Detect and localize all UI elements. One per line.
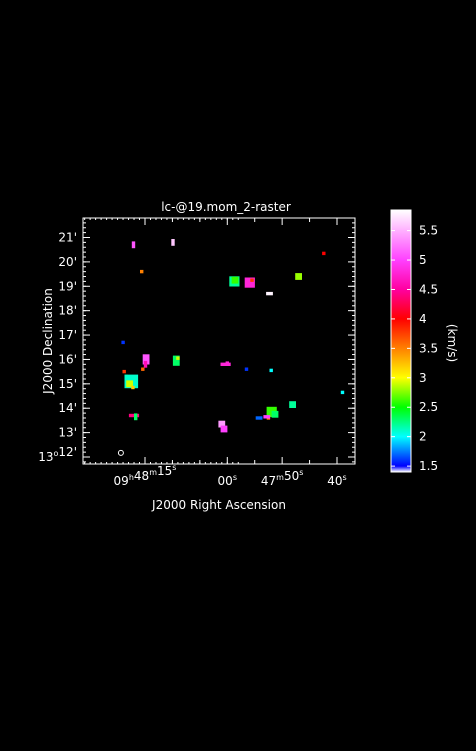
raster-plot — [117, 239, 345, 456]
tick-label: 09h48m15s — [114, 463, 177, 488]
tick-label: 47m50s — [261, 468, 304, 488]
beam-ellipse — [117, 449, 124, 456]
ra-axis: 09h48m15s 00s 47m50s 40s — [84, 218, 347, 488]
colorbar-tick-label: 4.5 — [419, 282, 438, 296]
tick-label: 17' — [58, 328, 77, 342]
raster-pixel — [322, 251, 326, 256]
tick-label: 20' — [58, 255, 77, 269]
colorbar-frame — [390, 209, 412, 473]
raster-pixel — [289, 401, 296, 408]
tick-label: 40s — [327, 473, 346, 488]
dec-axis: 13o12' 13' 14' 15' 16' 17' 18' 19' 20' 21' — [38, 222, 355, 464]
raster-pixel — [172, 355, 180, 366]
raster-pixel — [126, 380, 133, 388]
raster-pixel — [134, 413, 138, 421]
colorbar-tick-label: 4 — [419, 312, 427, 326]
colorbar: 1.5 2 2.5 3 3.5 4 4.5 5 5.5 — [390, 209, 438, 473]
raster-pixel — [255, 416, 263, 420]
raster-pixel — [131, 241, 136, 249]
raster-pixel — [269, 368, 273, 373]
colorbar-tick-label: 3 — [419, 371, 427, 385]
colorbar-tick-label: 5 — [419, 253, 427, 267]
colorbar-tick-label: 2 — [419, 430, 427, 444]
plot-frame — [82, 217, 356, 465]
raster-pixel — [176, 356, 180, 360]
tick-label: 13' — [58, 426, 77, 440]
tick-label: 15' — [58, 377, 77, 391]
raster-pixel — [141, 367, 145, 371]
raster-pixel — [220, 425, 228, 433]
colorbar-label: (km/s) — [445, 324, 459, 362]
tick-label: 21' — [58, 231, 77, 245]
colorbar-tick-label: 3.5 — [419, 341, 438, 355]
raster-pixel — [263, 415, 271, 419]
y-axis-label: J2000 Declination — [41, 288, 55, 395]
colorbar-tick-label: 1.5 — [419, 459, 438, 473]
tick-label: 16' — [58, 352, 77, 366]
tick-label: 13o12' — [38, 445, 77, 464]
raster-pixel — [131, 385, 135, 390]
raster-pixel — [143, 360, 148, 368]
colorbar-tick-label: 2.5 — [419, 400, 438, 414]
raster-pixel — [122, 369, 126, 374]
raster-pixel — [250, 278, 254, 282]
tick-label: 18' — [58, 304, 77, 318]
tick-label: 19' — [58, 279, 77, 293]
raster-pixel — [271, 410, 279, 418]
x-axis-label: J2000 Right Ascension — [151, 498, 286, 512]
raster-pixel — [295, 273, 302, 280]
raster-pixel — [121, 340, 125, 345]
raster-pixel — [171, 239, 175, 246]
raster-pixel — [244, 367, 249, 371]
raster-pixel — [244, 277, 255, 288]
colorbar-gradient — [391, 210, 411, 472]
raster-pixel — [225, 361, 229, 365]
raster-pixel — [231, 276, 239, 284]
raster-pixel — [218, 420, 226, 428]
raster-pixel — [266, 291, 273, 296]
colorbar-tick-label: 5.5 — [419, 224, 438, 238]
raster-pixel — [140, 269, 144, 274]
chart-title: lc-@19.mom_2-raster — [161, 200, 291, 214]
tick-label: 00s — [218, 473, 237, 488]
raster-pixel — [340, 390, 345, 395]
raster-pixel — [142, 354, 150, 365]
tick-label: 14' — [58, 401, 77, 415]
